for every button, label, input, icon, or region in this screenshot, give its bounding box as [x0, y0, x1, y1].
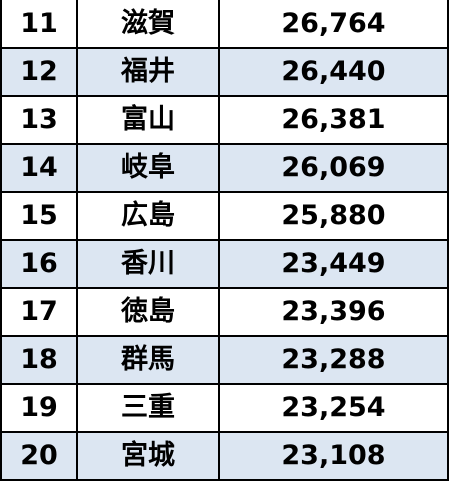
value-cell: 26,764 [218, 0, 449, 49]
prefecture-cell: 滋賀 [76, 0, 220, 49]
table-row: 11 滋賀 26,764 [0, 0, 449, 49]
rank-cell: 17 [0, 287, 78, 337]
prefecture-cell: 香川 [76, 239, 220, 289]
value-cell: 23,396 [218, 287, 449, 337]
table-row: 12 福井 26,440 [0, 47, 449, 97]
table-row: 15 広島 25,880 [0, 191, 449, 241]
table-row: 16 香川 23,449 [0, 239, 449, 289]
value-cell: 26,069 [218, 143, 449, 193]
prefecture-cell: 岐阜 [76, 143, 220, 193]
rank-cell: 19 [0, 383, 78, 433]
prefecture-cell: 徳島 [76, 287, 220, 337]
value-cell: 23,254 [218, 383, 449, 433]
value-cell: 25,880 [218, 191, 449, 241]
table-row: 14 岐阜 26,069 [0, 143, 449, 193]
rank-cell: 18 [0, 335, 78, 385]
value-cell: 26,440 [218, 47, 449, 97]
value-cell: 23,449 [218, 239, 449, 289]
table-row: 17 徳島 23,396 [0, 287, 449, 337]
prefecture-cell: 福井 [76, 47, 220, 97]
prefecture-cell: 広島 [76, 191, 220, 241]
table-row: 18 群馬 23,288 [0, 335, 449, 385]
value-cell: 23,108 [218, 431, 449, 481]
rank-cell: 15 [0, 191, 78, 241]
table-row: 13 富山 26,381 [0, 95, 449, 145]
rank-cell: 12 [0, 47, 78, 97]
table-row: 20 宮城 23,108 [0, 431, 449, 481]
prefecture-cell: 富山 [76, 95, 220, 145]
prefecture-cell: 群馬 [76, 335, 220, 385]
value-cell: 23,288 [218, 335, 449, 385]
rank-cell: 16 [0, 239, 78, 289]
rank-cell: 11 [0, 0, 78, 49]
rank-cell: 14 [0, 143, 78, 193]
prefecture-cell: 三重 [76, 383, 220, 433]
value-cell: 26,381 [218, 95, 449, 145]
rank-cell: 13 [0, 95, 78, 145]
rank-cell: 20 [0, 431, 78, 481]
prefecture-cell: 宮城 [76, 431, 220, 481]
table-row: 19 三重 23,254 [0, 383, 449, 433]
